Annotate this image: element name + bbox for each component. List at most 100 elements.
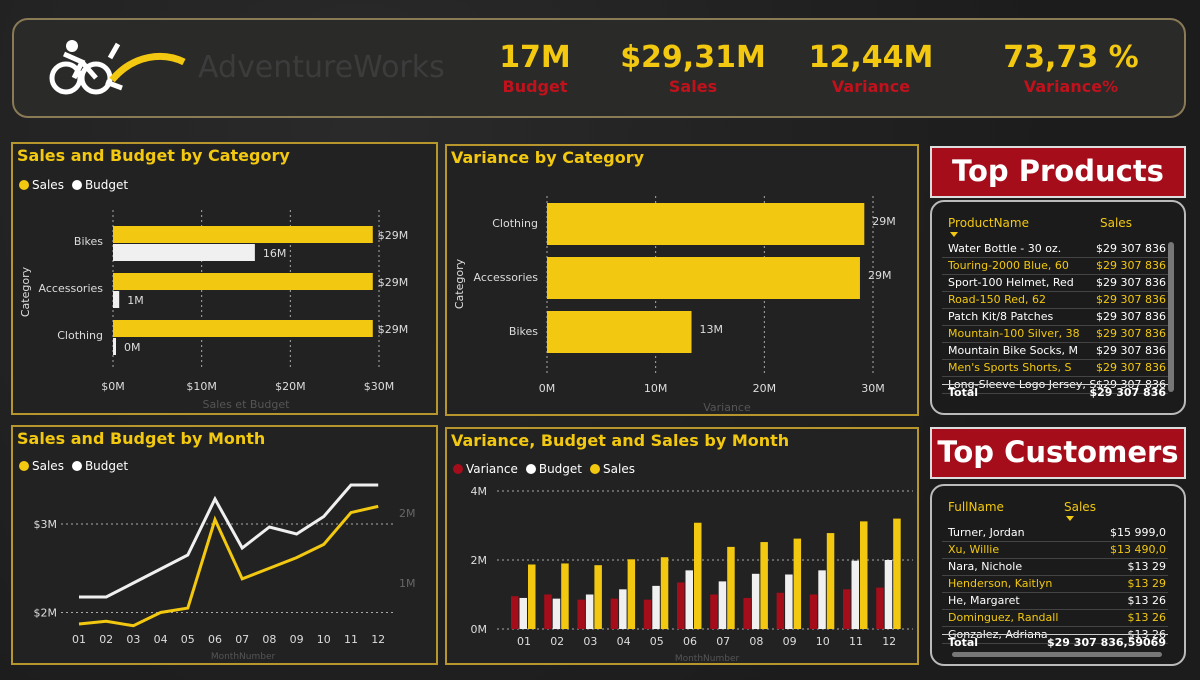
x-tick-label: 09 — [290, 633, 304, 646]
table-row[interactable]: Nara, Nichole $13 29 — [942, 558, 1168, 576]
budget-bar — [113, 338, 116, 355]
variance-bar — [511, 596, 519, 629]
variance-data-label: 29M — [868, 269, 892, 282]
table-row[interactable]: Xu, Willie $13 490,0 — [942, 541, 1168, 559]
category-label: Bikes — [74, 235, 103, 248]
table-row[interactable]: Water Bottle - 30 oz. $29 307 836 — [942, 240, 1168, 258]
legend-item-budget[interactable]: Budget — [71, 459, 128, 473]
variance-category-panel: Variance by Category 0M 10M 20M 30M Variance… — [445, 144, 919, 416]
x-tick-label: 10 — [317, 633, 331, 646]
sales-data-label: $29M — [378, 323, 409, 336]
row-sales: $13 29 — [1127, 577, 1167, 590]
variance-bar — [643, 599, 652, 629]
col-header-sales[interactable]: Sales — [1064, 500, 1096, 514]
row-sales: $13 26 — [1127, 611, 1167, 624]
x-tick-label: 06 — [208, 633, 222, 646]
table-row[interactable]: Touring-2000 Blue, 60 $29 307 836 — [942, 257, 1168, 275]
row-name: Sport-100 Helmet, Red — [948, 276, 1074, 289]
table-row[interactable]: Henderson, Kaitlyn $13 29 — [942, 575, 1168, 593]
kpi-label: Variance% — [1023, 77, 1119, 96]
budget-bar — [751, 573, 760, 629]
sales-bar — [561, 563, 569, 629]
budget-bar — [652, 585, 660, 629]
y-left-tick-label: $2M — [34, 606, 58, 619]
x-tick-label: 08 — [749, 635, 763, 648]
row-sales: $13 29 — [1127, 560, 1167, 573]
legend-item-sales[interactable]: Sales — [590, 462, 635, 476]
chart-legend: Sales Budget — [19, 178, 128, 192]
budget-bar — [519, 597, 527, 629]
x-tick-label: 03 — [126, 633, 140, 646]
bicycle-logo-icon — [49, 40, 186, 95]
x-tick-label: 11 — [344, 633, 358, 646]
top-products-table: ProductName Sales Water Bottle - 30 oz. $… — [930, 200, 1186, 415]
customers-hscrollbar[interactable] — [952, 652, 1162, 657]
table-row[interactable]: Mountain Bike Socks, M $29 307 836 — [942, 342, 1168, 360]
col-header-productname[interactable]: ProductName — [948, 216, 1029, 230]
category-label: Clothing — [57, 329, 103, 342]
table-row[interactable]: Dominguez, Randall $13 26 — [942, 609, 1168, 627]
budget-data-label: 1M — [127, 294, 144, 307]
col-header-sales[interactable]: Sales — [1100, 216, 1132, 230]
total-value: $29 307 836,59069 — [1047, 636, 1166, 649]
products-scrollbar[interactable] — [1168, 242, 1174, 392]
budget-bar — [113, 244, 255, 261]
x-tick-label: 30M — [861, 382, 885, 395]
table-row[interactable]: Men's Sports Shorts, S $29 307 836 — [942, 359, 1168, 377]
table-row[interactable]: He, Margaret $13 26 — [942, 592, 1168, 610]
legend-label: Sales — [32, 178, 64, 192]
sales-data-label: $29M — [378, 229, 409, 242]
budget-bar — [818, 570, 826, 629]
panel-title: Variance by Category — [451, 148, 645, 167]
row-name: Henderson, Kaitlyn — [948, 577, 1053, 590]
sales-bar — [113, 273, 373, 290]
x-tick-label: 10M — [644, 382, 668, 395]
table-row[interactable]: Road-150 Red, 62 $29 307 836 — [942, 291, 1168, 309]
table-row[interactable]: Turner, Jordan $15 999,0 — [942, 524, 1168, 542]
budget-bar — [884, 560, 893, 629]
sales-bar — [113, 226, 373, 243]
sales-bar — [694, 522, 702, 629]
budget-bar — [718, 581, 727, 629]
category-bar-chart: $0M $10M $20M $30M Sales et Budget Category Bi… — [19, 210, 409, 411]
y-right-tick-label: 1M — [399, 577, 416, 590]
budget-dot-icon — [71, 180, 82, 190]
x-axis-title: Variance — [703, 401, 751, 414]
legend-item-sales[interactable]: Sales — [19, 178, 64, 192]
col-header-fullname[interactable]: FullName — [948, 500, 1004, 514]
sales-dot-icon — [19, 180, 29, 190]
row-sales: $29 307 836 — [1096, 293, 1166, 306]
legend-item-variance[interactable]: Variance — [453, 462, 518, 476]
row-sales: $29 307 836 — [1096, 259, 1166, 272]
legend-label: Sales — [32, 459, 64, 473]
sales-bar — [793, 538, 802, 629]
kpi-header: AdventureWorks 17M Budget $29,31M Sales … — [12, 18, 1186, 118]
x-tick-label: 20M — [753, 382, 777, 395]
legend-label: Variance — [466, 462, 518, 476]
sales-data-label: $29M — [378, 276, 409, 289]
x-axis-title: MonthNumber — [675, 654, 740, 663]
row-sales: $29 307 836 — [1096, 344, 1166, 357]
row-name: Water Bottle - 30 oz. — [948, 242, 1062, 255]
sales-bar — [893, 518, 901, 629]
table-row[interactable]: Patch Kit/8 Patches $29 307 836 — [942, 308, 1168, 326]
sales-line — [78, 504, 379, 628]
variance-category-chart: 0M 10M 20M 30M Variance Category Clothing 29M Ac… — [453, 196, 896, 414]
sales-bar — [594, 565, 602, 629]
category-label: Bikes — [509, 325, 538, 338]
budget-data-label: 16M — [263, 247, 287, 260]
variance-bar — [809, 594, 818, 629]
legend-item-budget[interactable]: Budget — [71, 178, 128, 192]
row-name: Road-150 Red, 62 — [948, 293, 1046, 306]
kpi-label: Budget — [502, 77, 568, 96]
table-row[interactable]: Sport-100 Helmet, Red $29 307 836 — [942, 274, 1168, 292]
sales-bar — [760, 542, 768, 629]
table-row[interactable]: Mountain-100 Silver, 38 $29 307 836 — [942, 325, 1168, 343]
legend-item-budget[interactable]: Budget — [525, 462, 582, 476]
row-sales: $13 490,0 — [1110, 543, 1166, 556]
legend-item-sales[interactable]: Sales — [19, 459, 64, 473]
x-tick-label: 10 — [816, 635, 830, 648]
x-tick-label: 06 — [683, 635, 697, 648]
y-tick-label: 4M — [471, 485, 488, 498]
chart-legend: Variance Budget Sales — [453, 462, 635, 476]
